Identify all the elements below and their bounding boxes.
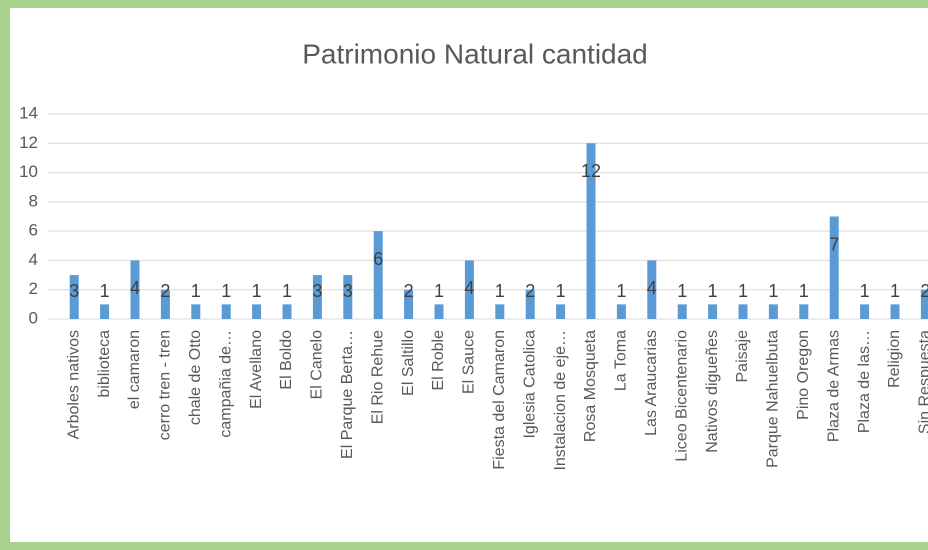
x-tick-label: Fiesta del Camaron <box>491 330 508 470</box>
y-tick-label: 10 <box>19 162 38 181</box>
data-label: 1 <box>860 281 870 301</box>
bar <box>373 231 383 319</box>
bar <box>282 304 292 319</box>
data-label: 7 <box>829 234 839 254</box>
x-tick-label: Arboles nativos <box>65 330 82 439</box>
data-label: 3 <box>343 281 353 301</box>
x-tick-label: Nativos digueñes <box>704 330 721 453</box>
x-tick-label: Iglesia Catolica <box>521 330 538 439</box>
x-tick-label: chale de Otto <box>187 330 204 425</box>
x-tick-label: Liceo Bicentenario <box>673 330 690 462</box>
bar <box>312 275 322 319</box>
bar <box>495 304 505 319</box>
data-label: 1 <box>191 281 201 301</box>
bar <box>677 304 687 319</box>
x-tick-label: El Avellano <box>248 330 265 409</box>
bar <box>525 289 535 319</box>
x-tick-label: Rosa Mosqueta <box>582 330 599 442</box>
x-tick-label: el camaron <box>126 330 143 409</box>
bar <box>130 260 140 319</box>
x-tick-label: El Sauce <box>461 330 478 394</box>
bar <box>616 304 626 319</box>
y-tick-label: 12 <box>19 133 38 152</box>
data-label: 1 <box>738 281 748 301</box>
y-tick-label: 14 <box>19 103 38 122</box>
bar <box>100 304 110 319</box>
data-label: 1 <box>708 281 718 301</box>
data-label: 1 <box>282 281 292 301</box>
data-label: 1 <box>100 281 110 301</box>
bar <box>221 304 231 319</box>
data-label: 4 <box>647 278 657 298</box>
data-label: 1 <box>252 281 262 301</box>
bar <box>647 260 657 319</box>
y-tick-label: 6 <box>29 221 38 240</box>
x-tick-label: Las Araucarias <box>643 330 660 436</box>
x-tick-label: biblioteca <box>96 330 113 398</box>
y-tick-label: 0 <box>29 308 38 327</box>
bar <box>343 275 353 319</box>
x-tick-label: cerro tren - tren <box>157 330 174 440</box>
data-label: 4 <box>464 278 474 298</box>
data-label: 1 <box>799 281 809 301</box>
bar <box>708 304 718 319</box>
x-tick-label: Paisaje <box>734 330 751 383</box>
chart-title: Patrimonio Natural cantidad <box>302 38 648 69</box>
x-tick-label: Pino Oregon <box>795 330 812 420</box>
bar <box>829 216 839 319</box>
x-tick-label: Sin Respuesta <box>917 330 928 434</box>
bar <box>160 289 170 319</box>
data-label: 1 <box>616 281 626 301</box>
bar <box>69 275 79 319</box>
x-tick-label: La Toma <box>613 330 630 391</box>
x-tick-label: Religion <box>886 330 903 388</box>
data-label: 2 <box>404 281 414 301</box>
x-tick-label: El Rio Rehue <box>369 330 386 424</box>
x-tick-label: Plaza de Armas <box>825 330 842 442</box>
x-tick-label: El Roble <box>430 330 447 391</box>
bar <box>252 304 262 319</box>
data-label: 1 <box>495 281 505 301</box>
x-tick-label: Plaza de las… <box>856 330 873 433</box>
bar <box>890 304 900 319</box>
bar <box>738 304 748 319</box>
x-tick-label: El Canelo <box>309 330 326 399</box>
bar <box>920 289 928 319</box>
data-label: 2 <box>525 281 535 301</box>
data-label: 2 <box>920 281 928 301</box>
x-tick-label: Parque Nahuelbuta <box>765 330 782 468</box>
bar <box>768 304 778 319</box>
data-label: 1 <box>677 281 687 301</box>
y-tick-label: 8 <box>29 191 38 210</box>
y-tick-label: 4 <box>29 250 38 269</box>
bar <box>404 289 414 319</box>
bar <box>434 304 444 319</box>
data-label: 1 <box>890 281 900 301</box>
data-label: 3 <box>312 281 322 301</box>
x-tick-label: El Parque Berta… <box>339 330 356 459</box>
bar <box>860 304 870 319</box>
data-label: 3 <box>69 281 79 301</box>
x-tick-label: Instalacion de eje… <box>552 330 569 471</box>
data-label: 1 <box>221 281 231 301</box>
bar <box>799 304 809 319</box>
x-tick-label: campañia de… <box>217 330 234 438</box>
data-label: 1 <box>434 281 444 301</box>
bar <box>556 304 566 319</box>
data-label: 6 <box>373 249 383 269</box>
bar <box>191 304 201 319</box>
data-label: 1 <box>556 281 566 301</box>
bar <box>464 260 474 319</box>
bar <box>586 143 596 319</box>
data-label: 2 <box>160 281 170 301</box>
data-label: 4 <box>130 278 140 298</box>
y-tick-label: 2 <box>29 279 38 298</box>
x-tick-label: El Saltillo <box>400 330 417 396</box>
data-label: 12 <box>581 161 601 181</box>
x-tick-label: El Boldo <box>278 330 295 390</box>
data-label: 1 <box>768 281 778 301</box>
